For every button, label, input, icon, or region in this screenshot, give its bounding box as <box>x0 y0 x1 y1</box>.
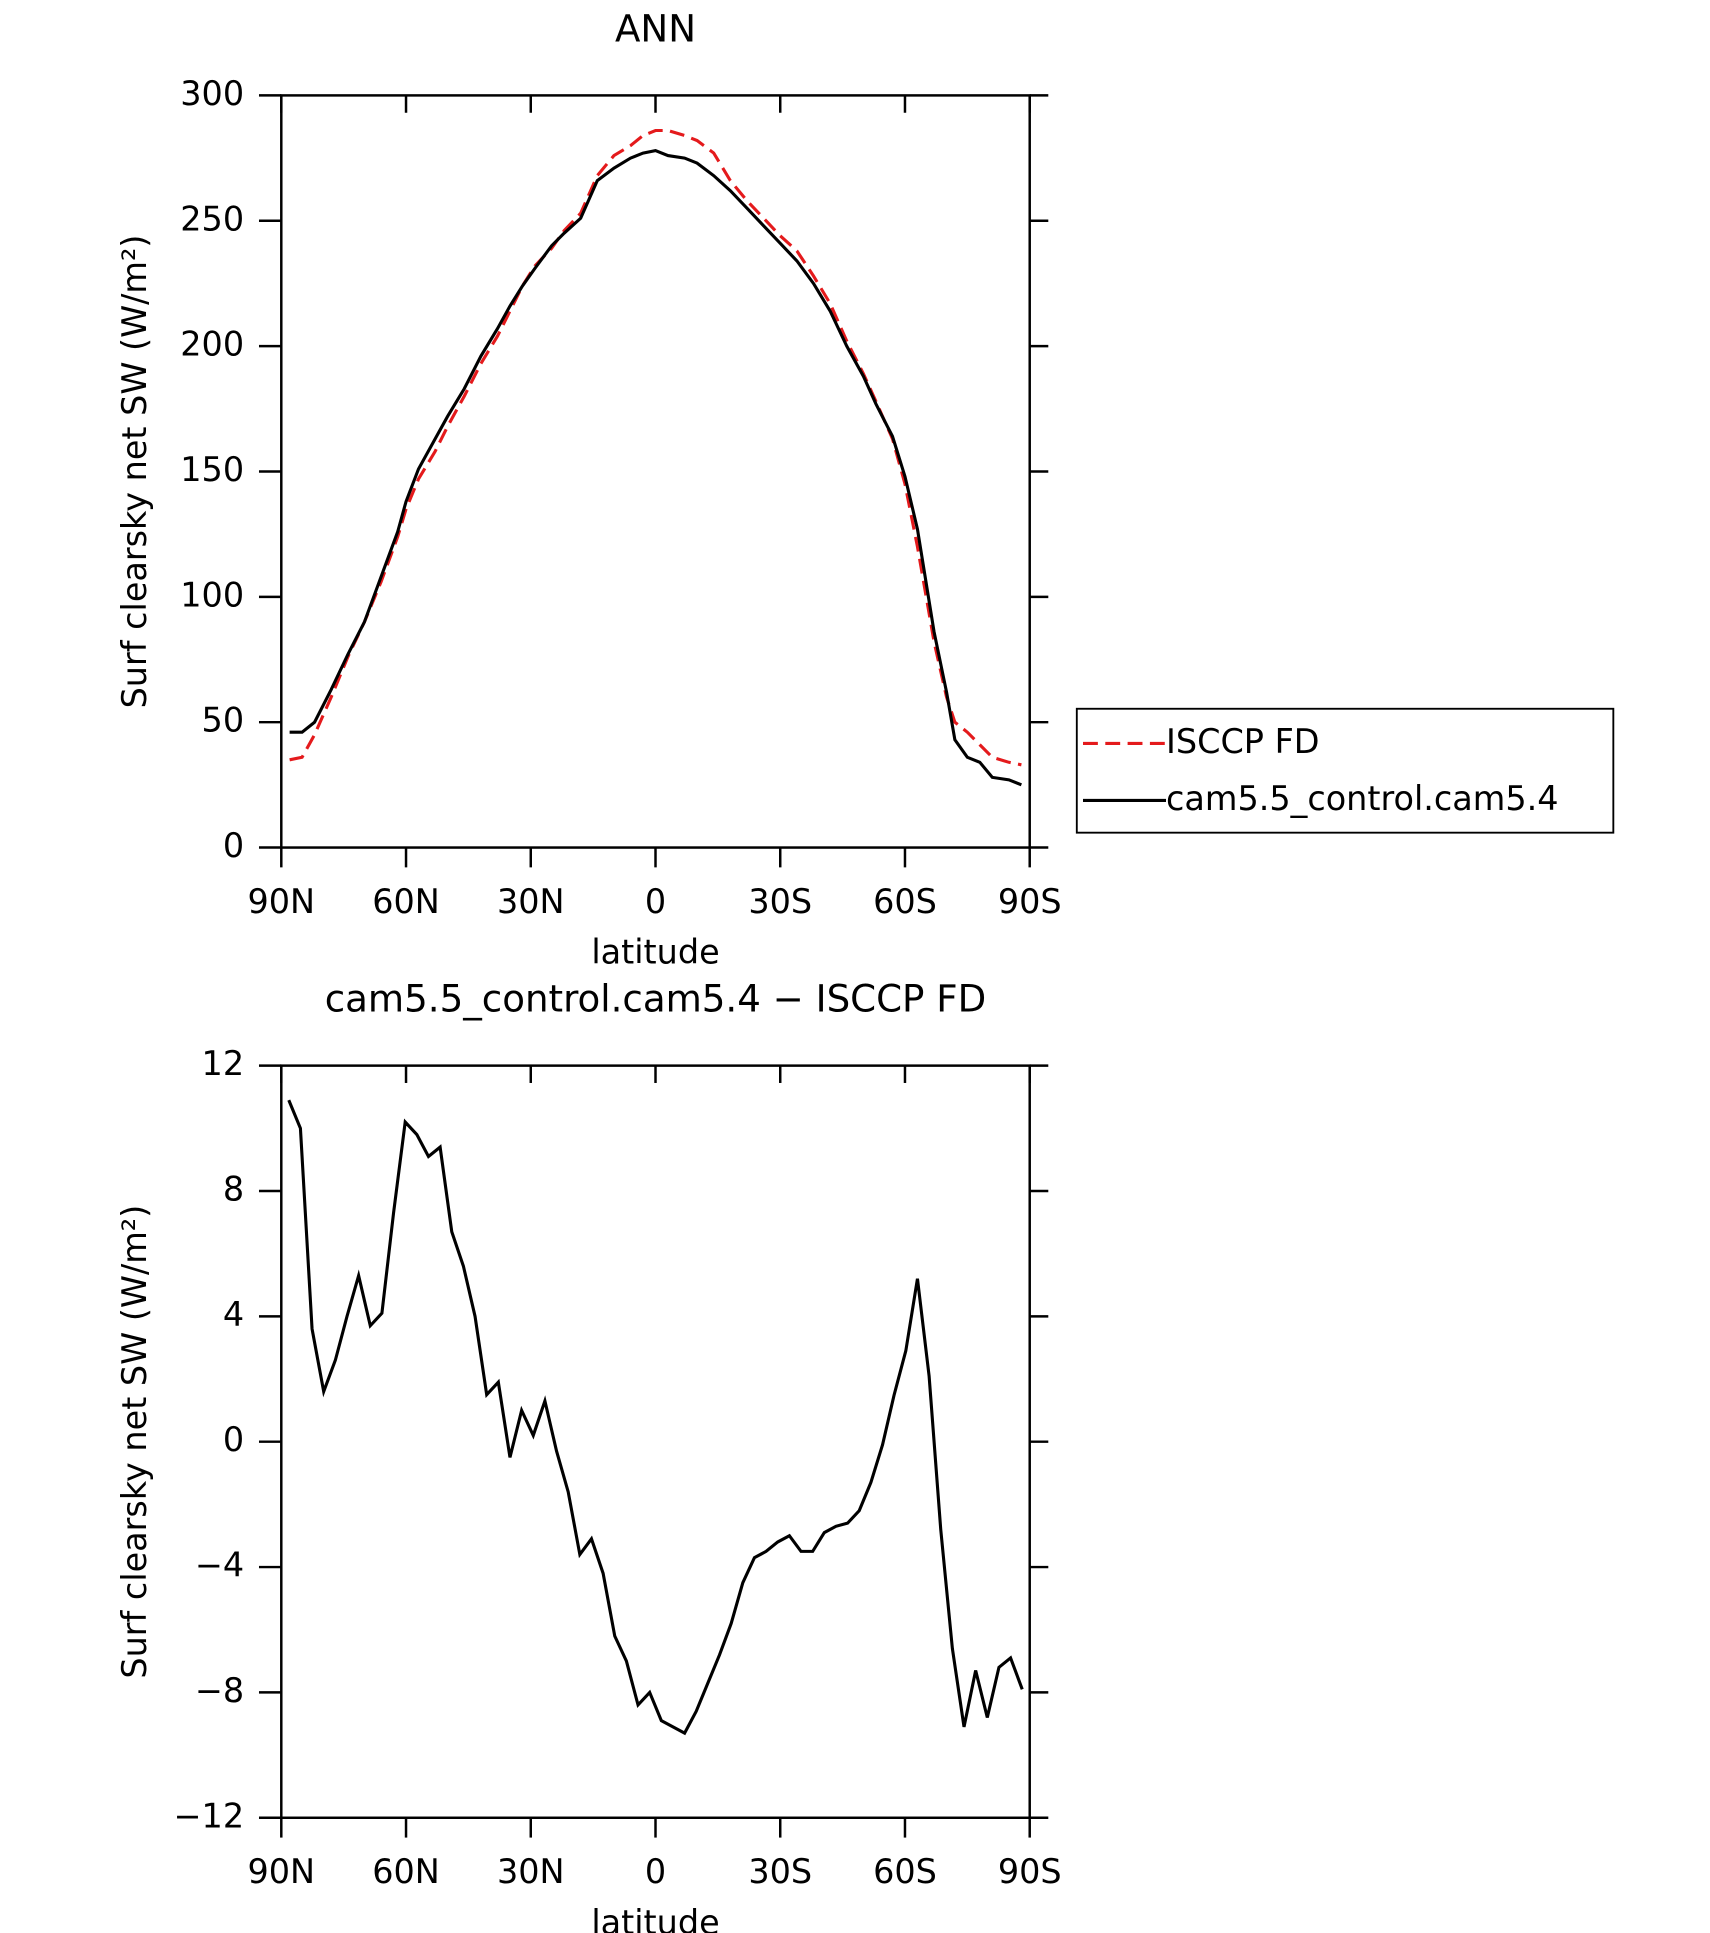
x-tick-label: 30N <box>497 1852 565 1891</box>
data-line <box>287 1099 1024 1736</box>
y-tick-label: 0 <box>223 826 244 865</box>
chart-title: ANN <box>615 6 696 50</box>
y-tick-label: 100 <box>180 575 244 614</box>
x-tick-label: 0 <box>645 882 666 921</box>
chart-title: cam5.5_control.cam5.4 − ISCCP FD <box>325 977 987 1021</box>
y-axis-label: Surf clearsky net SW (W/m²) <box>115 235 154 709</box>
y-tick-label: 0 <box>223 1420 244 1459</box>
y-tick-label: −8 <box>195 1671 244 1710</box>
x-tick-label: 90N <box>248 882 316 921</box>
y-tick-label: 8 <box>223 1169 244 1208</box>
x-tick-label: 60S <box>873 882 937 921</box>
data-line <box>289 128 1022 767</box>
data-line <box>289 148 1022 787</box>
x-tick-label: 30S <box>748 1852 812 1891</box>
y-tick-label: 12 <box>202 1044 245 1083</box>
x-tick-label: 0 <box>645 1852 666 1891</box>
y-tick-label: −12 <box>174 1796 245 1835</box>
x-axis-label: latitude <box>591 1903 719 1933</box>
x-axis-label: latitude <box>591 933 719 972</box>
legend-label: cam5.5_control.cam5.4 <box>1166 779 1559 818</box>
y-tick-label: 50 <box>202 701 245 740</box>
y-axis-label: Surf clearsky net SW (W/m²) <box>115 1205 154 1679</box>
legend-label: ISCCP FD <box>1166 722 1320 761</box>
y-tick-label: −4 <box>195 1546 244 1585</box>
x-tick-label: 90S <box>998 1852 1062 1891</box>
x-tick-label: 60S <box>873 1852 937 1891</box>
y-tick-label: 4 <box>223 1295 244 1334</box>
y-tick-label: 150 <box>180 450 244 489</box>
y-tick-label: 250 <box>180 199 244 238</box>
y-tick-label: 300 <box>180 74 244 113</box>
x-tick-label: 90N <box>248 1852 316 1891</box>
x-tick-label: 90S <box>998 882 1062 921</box>
legend-box <box>1075 707 1615 834</box>
x-tick-label: 60N <box>372 882 440 921</box>
x-tick-label: 30S <box>748 882 812 921</box>
plot-frame <box>280 94 1031 849</box>
y-tick-label: 200 <box>180 325 244 364</box>
x-tick-label: 60N <box>372 1852 440 1891</box>
x-tick-label: 30N <box>497 882 565 921</box>
